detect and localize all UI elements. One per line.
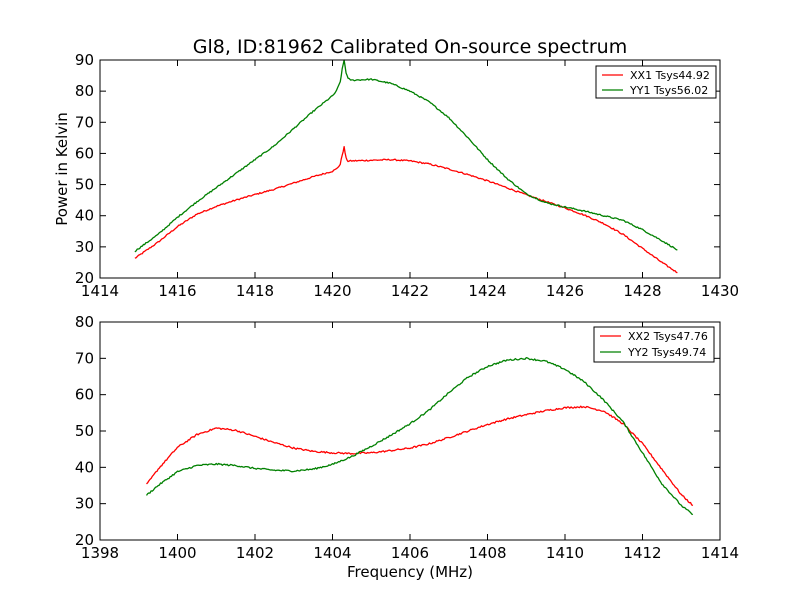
y-tick-label: 80 (75, 313, 94, 331)
series-line-red-panel-1 (134, 146, 678, 274)
legend-label: YY2 Tsys49.74 (627, 346, 706, 359)
y-tick-label: 60 (75, 386, 94, 404)
x-tick-label: 1400 (158, 544, 196, 562)
y-tick-label: 30 (75, 495, 94, 513)
legend-label: XX2 Tsys47.76 (628, 330, 708, 343)
series-line-red-panel-2 (146, 405, 694, 507)
series-line-green-panel-2 (145, 357, 694, 516)
y-tick-label: 40 (75, 207, 94, 225)
y-tick-label: 20 (75, 269, 94, 287)
x-tick-label: 1398 (81, 544, 119, 562)
y-tick-label: 70 (75, 113, 94, 131)
legend-label: YY1 Tsys56.02 (629, 84, 708, 97)
y-tick-label: 50 (75, 422, 94, 440)
legend-label: XX1 Tsys44.92 (630, 69, 710, 82)
x-tick-label: 1416 (158, 282, 196, 300)
x-tick-label: 1414 (81, 282, 119, 300)
legend-panel-2: XX2 Tsys47.76 YY2 Tsys49.74 (593, 326, 715, 363)
x-tick-label: 1410 (546, 544, 584, 562)
y-tick-label: 80 (75, 82, 94, 100)
y-tick-label: 20 (75, 531, 94, 549)
x-tick-label: 1422 (391, 282, 429, 300)
x-tick-label: 1418 (236, 282, 274, 300)
legend-box (595, 65, 717, 99)
y-axis-label: Power in Kelvin (53, 112, 71, 226)
top-spectrum-panel: 1414 1416 1418 1420 1422 1424 1426 1428 1430 20 30… (75, 51, 739, 300)
x-tick-label: 1424 (468, 282, 506, 300)
figure-title: Gl8, ID:81962 Calibrated On-source spect… (193, 36, 627, 58)
x-tick-label: 1404 (313, 544, 351, 562)
x-tick-label: 1412 (623, 544, 661, 562)
x-tick-label: 1420 (313, 282, 351, 300)
x-tick-label: 1408 (468, 544, 506, 562)
legend-panel-1: XX1 Tsys44.92 YY1 Tsys56.02 (595, 65, 717, 99)
x-tick-label: 1414 (701, 544, 739, 562)
y-tick-label: 50 (75, 176, 94, 194)
y-tick-label: 60 (75, 144, 94, 162)
legend-box (593, 326, 715, 363)
y-tick-label: 40 (75, 458, 94, 476)
y-tick-label: 90 (75, 51, 94, 69)
x-tick-label: 1428 (623, 282, 661, 300)
x-tick-label: 1406 (391, 544, 429, 562)
series-line-green-panel-1 (134, 59, 678, 253)
x-axis-label: Frequency (MHz) (347, 563, 473, 581)
y-tick-label: 70 (75, 349, 94, 367)
y-tick-label: 30 (75, 238, 94, 256)
x-tick-label: 1426 (546, 282, 584, 300)
x-tick-label: 1430 (701, 282, 739, 300)
x-tick-label: 1402 (236, 544, 274, 562)
bottom-spectrum-panel: 1398 1400 1402 1404 1406 1408 1410 1412 1414 20 30… (75, 313, 739, 562)
